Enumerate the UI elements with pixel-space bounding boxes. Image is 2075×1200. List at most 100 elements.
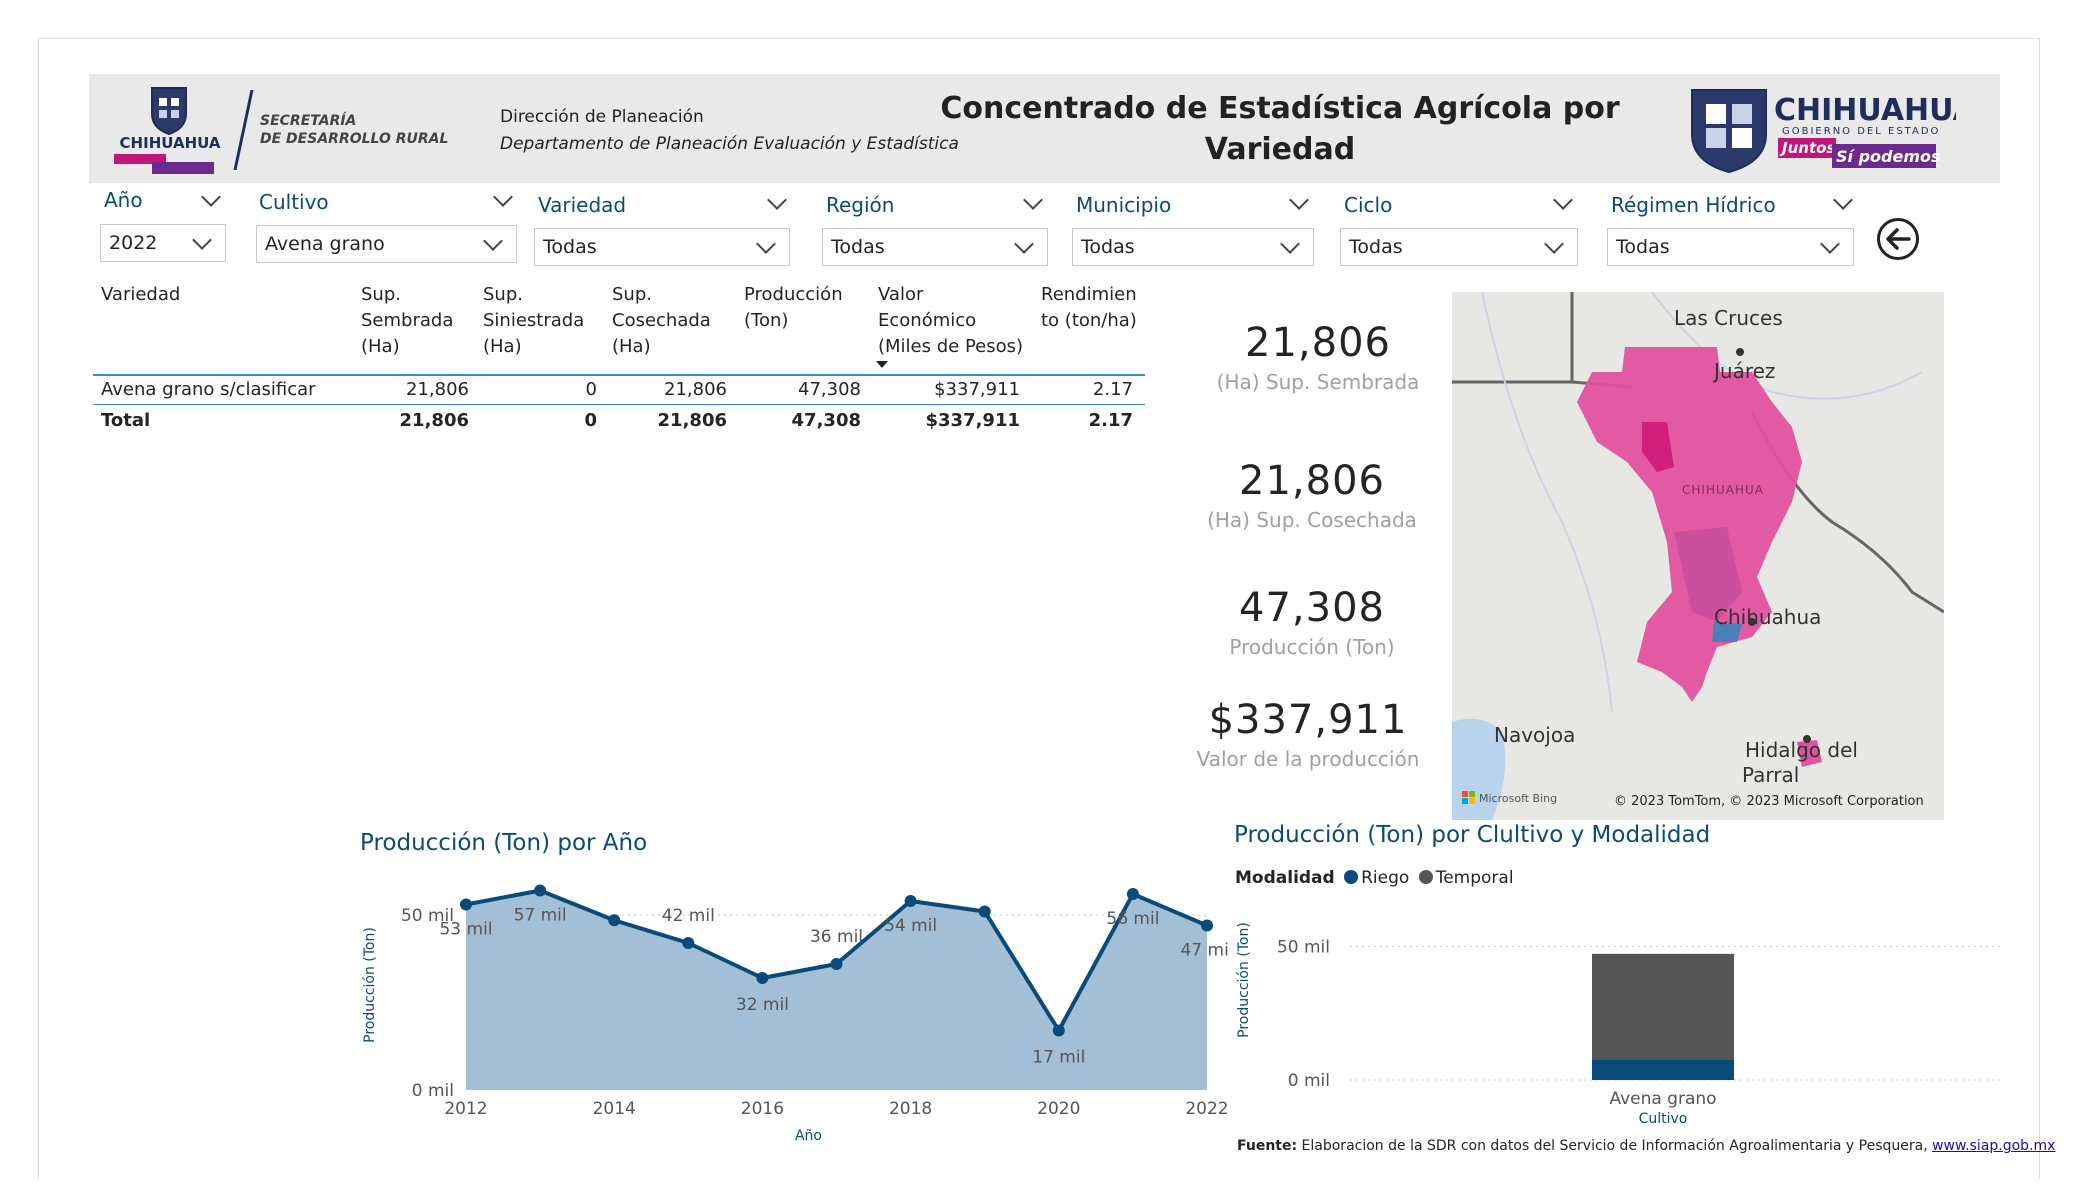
x-tick-label: 2014 bbox=[593, 1099, 636, 1119]
kpi-value: 21,806 bbox=[1239, 458, 1385, 504]
map-label: CHIHUAHUA bbox=[1682, 483, 1764, 497]
departamento-text: Departamento de Planeación Evaluación y … bbox=[500, 134, 959, 154]
slicer-variedad[interactable]: Todas bbox=[534, 228, 790, 266]
cell-sembrada: 21,806 bbox=[406, 379, 469, 400]
chevron-down-icon[interactable] bbox=[1553, 190, 1573, 210]
slicer-ano[interactable]: 2022 bbox=[100, 224, 226, 262]
y-axis-label: Producción (Ton) bbox=[1236, 922, 1252, 1038]
header-valor[interactable]: Valor Económico (Miles de Pesos) bbox=[878, 284, 1024, 357]
source-text: Elaboracion de la SDR con datos del Serv… bbox=[1297, 1138, 1933, 1154]
y-tick-label: 50 mil bbox=[401, 906, 454, 926]
map-label: Parral bbox=[1742, 763, 1799, 787]
slicer-label-municipio[interactable]: Municipio bbox=[1076, 190, 1309, 217]
data-point bbox=[978, 905, 991, 918]
cell-valor: $337,911 bbox=[934, 379, 1020, 400]
chevron-down-icon[interactable] bbox=[493, 187, 513, 207]
cell-rendimiento: 2.17 bbox=[1092, 379, 1133, 400]
kpi-label: Valor de la producción bbox=[1196, 747, 1420, 771]
data-point bbox=[756, 972, 769, 984]
header-produccion[interactable]: Producción (Ton) bbox=[744, 284, 843, 331]
slicer-cultivo[interactable]: Avena grano bbox=[256, 225, 517, 263]
sdr-name: SECRETARÍA DE DESARROLLO RURAL bbox=[260, 112, 448, 148]
kpi-sup-cosechada: 21,806 (Ha) Sup. Cosechada bbox=[1162, 458, 1462, 532]
slicer-label-ciclo[interactable]: Ciclo bbox=[1344, 190, 1574, 217]
map-label: Chihuahua bbox=[1714, 605, 1821, 629]
slicer-municipio[interactable]: Todas bbox=[1072, 228, 1314, 266]
data-label: 47 mil bbox=[1180, 941, 1230, 961]
slicer-label-variedad[interactable]: Variedad bbox=[538, 190, 790, 217]
map-credit: © 2023 TomTom, © 2023 Microsoft Corporat… bbox=[1614, 794, 1924, 809]
y-tick-label: 0 mil bbox=[412, 1081, 454, 1101]
header-cosechada[interactable]: Sup. Cosechada (Ha) bbox=[612, 284, 711, 357]
arrow-left-circle-icon[interactable] bbox=[1877, 218, 1919, 260]
data-label: 32 mil bbox=[736, 995, 789, 1015]
chevron-down-icon bbox=[1280, 234, 1300, 254]
data-label: 42 mil bbox=[662, 906, 715, 926]
x-tick-label: 2022 bbox=[1185, 1099, 1228, 1119]
total-valor: $337,911 bbox=[925, 410, 1020, 431]
source-link[interactable]: www.siap.gob.mx bbox=[1932, 1138, 2056, 1154]
chevron-down-icon[interactable] bbox=[1023, 190, 1043, 210]
map-label: Las Cruces bbox=[1674, 306, 1783, 330]
page-title: Concentrado de Estadística Agrícola por … bbox=[940, 91, 1620, 167]
slicer-label-ano[interactable]: Año bbox=[104, 187, 224, 212]
chevron-down-icon[interactable] bbox=[1833, 190, 1853, 210]
sdr-line-2: DE DESARROLLO RURAL bbox=[260, 131, 449, 147]
header-rendimiento[interactable]: Rendimien to (ton/ha) bbox=[1041, 284, 1137, 331]
y-axis-label: Producción (Ton) bbox=[362, 927, 378, 1043]
line-chart-title: Producción (Ton) por Año bbox=[360, 830, 648, 856]
row-rule bbox=[93, 404, 1145, 405]
data-point bbox=[682, 937, 695, 949]
slicer-ciclo[interactable]: Todas bbox=[1340, 228, 1578, 266]
map-label: Juárez bbox=[1712, 359, 1775, 383]
logo-right-text: CHIHUAHUA bbox=[1774, 93, 1956, 128]
chevron-down-icon[interactable] bbox=[767, 190, 787, 210]
slicer-regimen[interactable]: Todas bbox=[1607, 228, 1854, 266]
data-point bbox=[904, 895, 917, 907]
header-sembrada[interactable]: Sup. Sembrada (Ha) bbox=[361, 284, 454, 357]
y-tick-label: 50 mil bbox=[1277, 938, 1330, 958]
slicer-label-cultivo[interactable]: Cultivo bbox=[259, 187, 514, 214]
chevron-down-icon bbox=[1544, 234, 1564, 254]
bar-riego bbox=[1592, 1060, 1734, 1080]
data-label: 17 mil bbox=[1032, 1048, 1085, 1068]
source-note: Fuente: Elaboracion de la SDR con datos … bbox=[1237, 1138, 2055, 1154]
bar-temporal bbox=[1592, 953, 1734, 1060]
slicer-label-region[interactable]: Región bbox=[826, 190, 1044, 217]
bar-legend: Modalidad Riego Temporal bbox=[1235, 868, 1514, 888]
header-variedad[interactable]: Variedad bbox=[101, 284, 181, 305]
kpi-produccion: 47,308 Producción (Ton) bbox=[1162, 585, 1462, 659]
cell-produccion: 47,308 bbox=[798, 379, 861, 400]
cell-siniestrada: 0 bbox=[585, 379, 597, 400]
chihuahua-logo-left: CHIHUAHUA bbox=[110, 84, 230, 179]
kpi-label: Producción (Ton) bbox=[1229, 635, 1395, 659]
logo-right-tag1: Juntos bbox=[1779, 139, 1835, 157]
data-label: 53 mil bbox=[439, 920, 492, 940]
x-tick-label: 2018 bbox=[889, 1099, 932, 1119]
region-map[interactable]: Las Cruces Juárez CHIHUAHUA Chihuahua Na… bbox=[1452, 292, 1944, 820]
slicer-region[interactable]: Todas bbox=[822, 228, 1048, 266]
highlight-region[interactable] bbox=[1577, 347, 1802, 702]
kpi-value: 21,806 bbox=[1245, 320, 1391, 366]
total-label: Total bbox=[101, 410, 151, 431]
data-label: 57 mil bbox=[514, 906, 567, 926]
chevron-down-icon[interactable] bbox=[1289, 190, 1309, 210]
area-fill bbox=[466, 890, 1207, 1090]
slicer-label-regimen[interactable]: Régimen Hídrico bbox=[1611, 190, 1854, 217]
legend-item-temporal[interactable]: Temporal bbox=[1418, 868, 1514, 888]
bar-chart[interactable]: 0 mil 50 mil Avena grano Cultivo Producción … bbox=[1230, 910, 2010, 1140]
header-rule bbox=[93, 374, 1145, 376]
chevron-down-icon[interactable] bbox=[201, 187, 221, 207]
total-sembrada: 21,806 bbox=[399, 410, 469, 431]
logo-right-sub: GOBIERNO DEL ESTADO bbox=[1782, 126, 1940, 137]
direccion-text: Dirección de Planeación bbox=[500, 107, 704, 127]
chevron-down-icon bbox=[192, 230, 212, 250]
x-tick-label: 2020 bbox=[1037, 1099, 1080, 1119]
sort-desc-icon[interactable] bbox=[876, 361, 888, 368]
header-siniestrada[interactable]: Sup. Siniestrada (Ha) bbox=[483, 284, 585, 357]
legend-item-riego[interactable]: Riego bbox=[1344, 868, 1409, 888]
data-point bbox=[1201, 919, 1213, 932]
kpi-label: (Ha) Sup. Sembrada bbox=[1216, 370, 1420, 394]
direccion-block: Dirección de Planeación Departamento de … bbox=[500, 104, 959, 158]
